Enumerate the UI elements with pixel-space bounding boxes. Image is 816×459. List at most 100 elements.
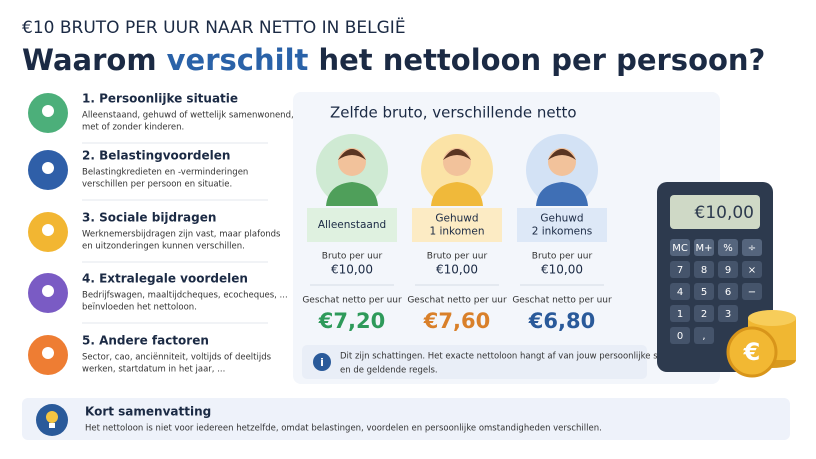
info-icon <box>313 353 331 371</box>
factor-text: Belastingkredieten en -verminderingen <box>82 168 248 178</box>
key-label: 4 <box>677 287 683 298</box>
key <box>718 283 738 300</box>
column-label: Alleenstaand <box>318 219 386 231</box>
icon-glyph <box>42 285 54 297</box>
info-glyph: i <box>320 356 324 369</box>
key-label: − <box>748 287 756 298</box>
factor-text: Bedrijfswagen, maaltijdcheques, ecochequ… <box>82 291 288 301</box>
factor-title: 3. Sociale bijdragen <box>82 211 216 225</box>
key <box>694 239 714 256</box>
netto-label: Geschat netto per uur <box>512 296 612 306</box>
netto-label: Geschat netto per uur <box>407 296 507 306</box>
netto-label: Geschat netto per uur <box>302 296 402 306</box>
factor-title: 1. Persoonlijke situatie <box>82 92 238 106</box>
bruto-label: Bruto per uur <box>532 252 593 262</box>
netto-value: €7,60 <box>423 309 490 333</box>
icon-glyph <box>42 224 54 236</box>
key <box>742 239 762 256</box>
key <box>718 305 738 322</box>
key <box>742 283 762 300</box>
factor-title: 4. Extralegale voordelen <box>82 272 248 286</box>
icon-glyph <box>42 347 54 359</box>
key <box>694 283 714 300</box>
key-label: 2 <box>701 309 707 320</box>
avatar-body <box>536 182 588 206</box>
key-label: 1 <box>677 309 683 320</box>
key <box>694 327 714 344</box>
title-highlight: verschilt <box>167 43 309 77</box>
key-label: × <box>748 265 756 276</box>
summary-box <box>22 398 790 440</box>
display-text: €10,00 <box>695 203 754 223</box>
factor-list: 1. Persoonlijke situatie Alleenstaand, ge… <box>28 92 294 375</box>
factor-text: en uitzonderingen kunnen verschillen. <box>82 242 245 252</box>
key <box>742 261 762 278</box>
bulb <box>46 411 58 423</box>
factor-text: werken, startdatum in het jaar, ... <box>82 365 225 375</box>
key <box>694 261 714 278</box>
key-label: % <box>723 243 733 254</box>
factor-text: Alleenstaand, gehuwd of wettelijk samenw… <box>82 111 294 121</box>
key <box>718 261 738 278</box>
key-label: , <box>702 331 705 342</box>
bruto-label: Bruto per uur <box>322 252 383 262</box>
note-line: en de geldende regels. <box>340 366 438 376</box>
key <box>670 283 690 300</box>
avatar-hair <box>548 149 576 160</box>
key <box>670 327 690 344</box>
key <box>670 261 690 278</box>
netto-value: €7,20 <box>318 309 385 333</box>
key <box>718 239 738 256</box>
comparison-panel <box>293 92 720 384</box>
label-box <box>517 208 607 242</box>
icon-glyph <box>42 162 54 174</box>
title-part: Waarom <box>22 43 157 77</box>
factor-text: beïnvloeden het nettoloon. <box>82 303 197 313</box>
bruto-value: €10,00 <box>541 263 583 277</box>
calculator-keys: MC M+% ÷ 7 8 9 × 4 5 6 − 1 2 3 0, <box>670 239 762 344</box>
factor-text: Sector, cao, anciënniteit, voltijds of d… <box>82 353 272 363</box>
coins: € <box>726 310 796 378</box>
key <box>670 305 690 322</box>
comparison-title: Zelfde bruto, verschillende netto <box>330 104 577 122</box>
summary-title: Kort samenvatting <box>85 405 211 419</box>
column-label: Gehuwd <box>540 213 583 225</box>
bruto-value: €10,00 <box>436 263 478 277</box>
bulb-base <box>49 423 55 428</box>
key-label: 0 <box>677 331 683 342</box>
key-label: MC <box>672 243 688 254</box>
factor-text: met of zonder kinderen. <box>82 123 184 133</box>
avatar-body <box>431 182 483 206</box>
note-box <box>302 345 647 379</box>
calculator-display <box>670 195 760 229</box>
factor-title: 5. Andere factoren <box>82 334 209 348</box>
key <box>694 305 714 322</box>
key-label: 5 <box>701 287 707 298</box>
key-label: 9 <box>725 265 731 276</box>
kicker: €10 BRUTO PER UUR NAAR NETTO IN BELGIË <box>22 17 406 38</box>
column-label: Gehuwd <box>435 213 478 225</box>
title-part: het nettoloon per persoon? <box>318 43 765 77</box>
title: Waarom verschilt het nettoloon per perso… <box>22 43 765 77</box>
avatar-body <box>326 182 378 206</box>
key-label: 6 <box>725 287 731 298</box>
netto-value: €6,80 <box>528 309 595 333</box>
key-label: M+ <box>695 243 712 254</box>
summary-text: Het nettoloon is niet voor iedereen hetz… <box>85 424 602 434</box>
factor-text: verschillen per persoon en situatie. <box>82 180 232 190</box>
bruto-label: Bruto per uur <box>427 252 488 262</box>
key <box>670 239 690 256</box>
key-label: 7 <box>677 265 683 276</box>
column-label: 2 inkomens <box>532 226 593 238</box>
key-label: 3 <box>725 309 731 320</box>
icon-glyph <box>42 105 54 117</box>
key-label: ÷ <box>748 243 756 254</box>
key-label: 8 <box>701 265 707 276</box>
avatar-hair <box>338 149 366 160</box>
column-label: 1 inkomen <box>429 226 484 238</box>
bruto-value: €10,00 <box>331 263 373 277</box>
avatar-hair <box>443 149 471 160</box>
coin-symbol: € <box>743 338 761 366</box>
